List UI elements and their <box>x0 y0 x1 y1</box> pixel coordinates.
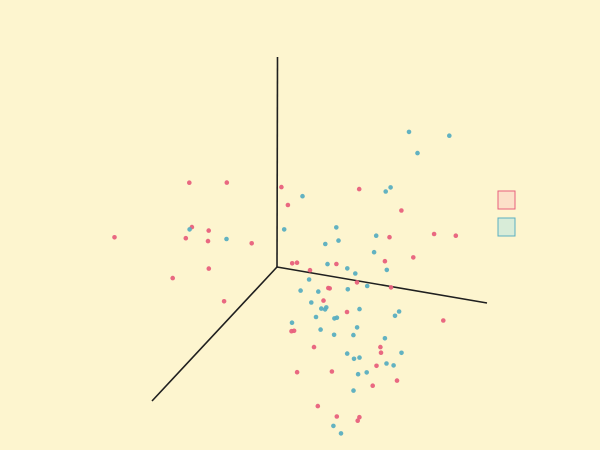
data-point-series-b <box>357 306 362 312</box>
data-point-series-b <box>354 325 360 330</box>
data-point-series-a <box>378 344 383 350</box>
data-point-series-a <box>326 285 331 291</box>
data-point-series-b <box>388 185 393 190</box>
data-point-series-b <box>336 238 341 243</box>
data-point-series-a <box>382 258 388 264</box>
data-point-series-a <box>294 260 300 266</box>
data-point-series-b <box>309 300 314 305</box>
data-point-series-b <box>392 313 398 319</box>
data-point-series-a <box>289 328 294 334</box>
data-point-series-b <box>382 336 388 341</box>
data-point-series-b <box>406 129 412 135</box>
data-point-series-a <box>311 344 317 350</box>
data-point-series-a <box>206 266 212 271</box>
data-point-series-b <box>399 350 404 356</box>
data-point-series-a <box>112 235 117 240</box>
data-point-series-b <box>289 320 295 326</box>
data-point-series-a <box>289 261 295 266</box>
data-point-series-a <box>354 280 360 285</box>
data-point-series-a <box>378 350 384 356</box>
y-axis-line <box>276 266 488 304</box>
data-point-series-a <box>279 184 284 190</box>
data-point-series-b <box>355 371 361 377</box>
data-point-series-a <box>411 255 416 260</box>
data-point-series-a <box>441 318 446 323</box>
data-points <box>112 129 459 436</box>
data-point-series-a <box>206 228 211 233</box>
z-axis-line <box>276 56 279 268</box>
data-point-series-a <box>334 261 339 267</box>
data-point-series-a <box>388 285 394 290</box>
data-point-series-b <box>300 193 305 199</box>
data-point-series-b <box>313 314 319 320</box>
legend[interactable] <box>497 190 516 237</box>
data-point-series-b <box>391 363 396 368</box>
data-point-series-b <box>187 227 192 232</box>
data-point-series-a <box>344 309 350 315</box>
data-point-series-a <box>431 231 437 237</box>
data-point-series-b <box>371 249 377 255</box>
data-point-series-b <box>319 306 324 311</box>
x-axis-line <box>151 266 278 402</box>
data-point-series-b <box>224 236 229 242</box>
data-point-series-a <box>355 418 361 424</box>
data-point-series-a <box>453 233 459 238</box>
data-point-series-a <box>307 267 313 273</box>
data-point-series-a <box>387 234 392 240</box>
data-point-series-b <box>364 283 370 289</box>
data-point-series-a <box>356 186 362 192</box>
data-point-series-a <box>374 363 379 369</box>
data-point-series-a <box>224 180 230 185</box>
data-point-series-b <box>353 271 358 276</box>
data-point-series-b <box>345 266 350 271</box>
data-point-series-b <box>383 189 389 194</box>
data-point-series-a <box>187 180 192 185</box>
data-point-series-b <box>373 233 379 238</box>
data-point-series-b <box>344 351 350 356</box>
data-point-series-a <box>334 414 340 419</box>
data-point-series-b <box>331 423 336 429</box>
data-point-series-b <box>316 289 321 294</box>
data-point-series-a <box>221 299 227 304</box>
data-point-series-b <box>351 356 357 362</box>
data-point-series-a <box>357 414 362 420</box>
data-point-series-b <box>351 332 356 338</box>
data-point-series-a <box>315 403 321 409</box>
data-point-series-a <box>294 369 300 375</box>
data-point-series-a <box>249 241 254 246</box>
data-point-series-b <box>318 327 323 332</box>
data-point-series-b <box>384 267 390 273</box>
data-point-series-b <box>384 361 389 366</box>
data-point-series-b <box>364 370 370 375</box>
data-point-series-b <box>447 133 452 138</box>
data-point-series-b <box>298 288 303 293</box>
data-point-series-a <box>205 238 211 244</box>
data-point-series-b <box>325 261 330 267</box>
data-point-series-a <box>394 378 400 383</box>
data-point-series-a <box>370 383 376 389</box>
data-point-series-b <box>281 227 287 232</box>
data-point-series-b <box>345 287 351 292</box>
data-point-series-b <box>323 241 328 247</box>
data-point-series-b <box>357 355 362 360</box>
legend-swatch-series-a[interactable] <box>497 190 516 210</box>
data-point-series-a <box>183 235 189 241</box>
data-point-series-b <box>415 150 420 156</box>
data-point-series-b <box>306 277 312 282</box>
data-point-series-a <box>329 369 335 374</box>
data-point-series-a <box>285 202 291 208</box>
data-point-series-b <box>351 388 356 393</box>
data-point-series-b <box>334 315 340 321</box>
legend-swatch-series-b[interactable] <box>497 217 516 237</box>
data-point-series-a <box>399 208 404 213</box>
data-point-series-b <box>338 431 344 436</box>
data-point-series-a <box>170 275 175 281</box>
data-point-series-b <box>334 225 339 230</box>
data-point-series-a <box>321 298 326 303</box>
data-point-series-b <box>396 309 402 314</box>
data-point-series-b <box>331 332 337 338</box>
axes <box>151 56 488 402</box>
data-point-series-b <box>322 307 328 312</box>
